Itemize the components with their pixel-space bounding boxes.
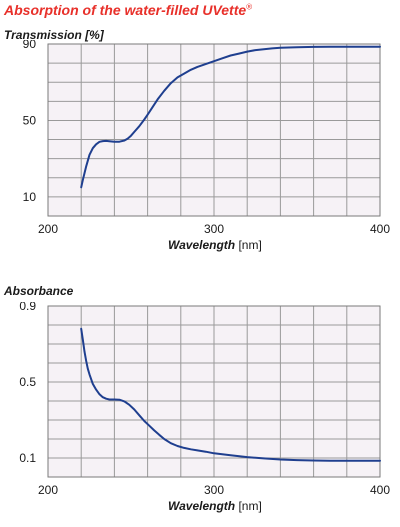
chart1-ytick-label: 90 xyxy=(23,40,37,51)
chart1-ylabel: Transmission [%] xyxy=(4,28,104,42)
registered-mark: ® xyxy=(246,2,253,12)
chart1-ytick-label: 10 xyxy=(23,190,37,204)
chart2-xtick-label: 300 xyxy=(204,483,224,497)
chart1-xtick-label: 300 xyxy=(204,222,224,236)
page-title: Absorption of the water-filled UVette® xyxy=(4,2,253,18)
chart2-xtick-label: 200 xyxy=(38,483,58,497)
chart2-plot-frame xyxy=(47,305,381,478)
absorbance-chart: 200 300 400 0.1 0.5 0.9 xyxy=(19,302,390,497)
chart2-ytick-label: 0.5 xyxy=(19,375,36,389)
chart2-ytick-label: 0.9 xyxy=(19,302,36,313)
chart1-series-line xyxy=(80,45,381,189)
chart2-series-line xyxy=(80,327,381,462)
chart1-ytick-label: 50 xyxy=(23,113,37,127)
chart1-xlabel: Wavelength [nm] xyxy=(168,238,262,252)
chart1-xtick-label: 400 xyxy=(370,222,390,236)
chart2-xtick-label: 400 xyxy=(370,483,390,497)
chart1-plot-frame xyxy=(47,43,381,217)
chart2-xlabel: Wavelength [nm] xyxy=(168,499,262,513)
chart2-ytick-label: 0.1 xyxy=(19,451,36,465)
chart2-ylabel: Absorbance xyxy=(4,284,74,298)
transmission-chart: 200 300 400 10 50 90 xyxy=(23,40,391,236)
chart1-xtick-label: 200 xyxy=(38,222,58,236)
